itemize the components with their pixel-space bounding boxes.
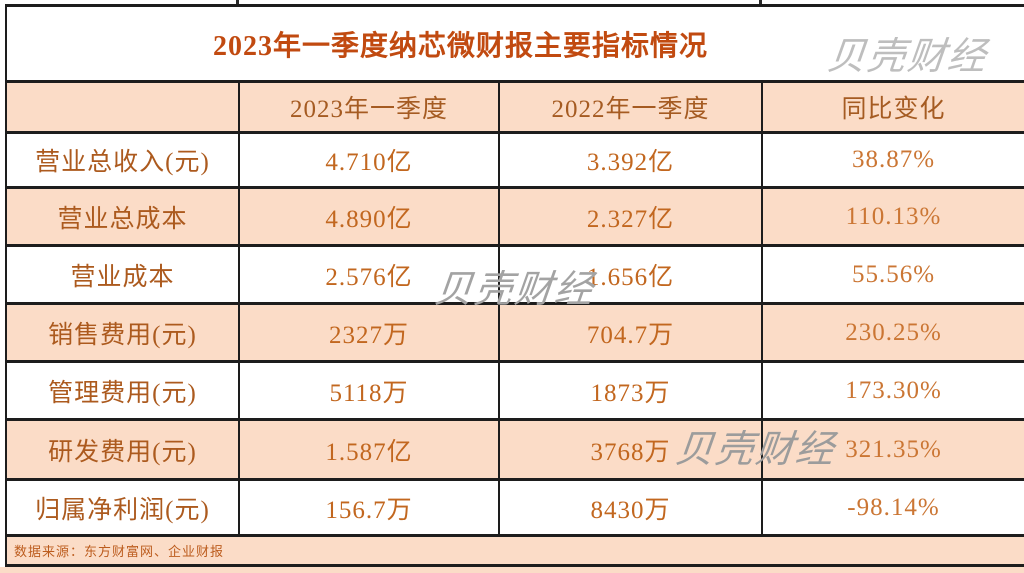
table-row: 管理费用(元) 5118万 1873万 173.30% <box>7 363 1024 421</box>
value-2022: 704.7万 <box>500 305 763 360</box>
table-row: 销售费用(元) 2327万 704.7万 230.25% <box>7 305 1024 363</box>
column-border-tick <box>236 0 239 5</box>
table-row: 营业总成本 4.890亿 2.327亿 110.13% <box>7 189 1024 247</box>
yoy-value: 38.87% <box>851 146 936 173</box>
value-2022: 3.392亿 <box>500 134 763 186</box>
table-row: 营业总收入(元) 4.710亿 3.392亿 38.87% <box>7 134 1024 189</box>
value-2022: 2.327亿 <box>500 189 763 244</box>
row-label: 销售费用(元) <box>7 305 240 360</box>
yoy-value: 110.13% <box>845 202 942 230</box>
value-2023: 4.890亿 <box>240 189 500 244</box>
value-2022: 1.656亿 <box>500 247 763 302</box>
header-cell-blank <box>7 83 240 131</box>
value-2023: 1.587亿 <box>240 421 500 478</box>
cropped-next-row-strip <box>0 567 1024 573</box>
row-label: 归属净利润(元) <box>7 481 240 534</box>
data-source-note: 数据来源：东方财富网、企业财报 <box>14 544 225 559</box>
source-note-row: 数据来源：东方财富网、企业财报 <box>7 537 1024 564</box>
header-cell-yoy: 同比变化 <box>841 96 946 123</box>
value-2023: 156.7万 <box>240 481 500 534</box>
value-2023: 5118万 <box>240 363 500 418</box>
row-label: 营业成本 <box>7 247 240 302</box>
yoy-value: 173.30% <box>845 376 942 404</box>
yoy-value: 55.56% <box>851 260 936 288</box>
value-2022: 8430万 <box>500 481 763 534</box>
yoy-value: 321.35% <box>845 435 942 463</box>
table-row: 归属净利润(元) 156.7万 8430万 -98.14% <box>7 481 1024 537</box>
yoy-value: 230.25% <box>845 318 942 346</box>
value-2023: 2.576亿 <box>240 247 500 302</box>
value-2023: 4.710亿 <box>240 134 500 186</box>
yoy-value: -98.14% <box>847 493 940 521</box>
row-label: 营业总收入(元) <box>7 134 240 186</box>
data-table: 2023年一季度纳芯微财报主要指标情况 2023年一季度 2022年一季度 同比… <box>5 4 1024 567</box>
table-row: 研发费用(元) 1.587亿 3768万 321.35% <box>7 421 1024 481</box>
value-2023: 2327万 <box>240 305 500 360</box>
row-label: 营业总成本 <box>7 189 240 244</box>
header-cell-2023q1: 2023年一季度 <box>240 83 500 131</box>
column-border-tick <box>759 0 762 5</box>
row-label: 管理费用(元) <box>7 363 240 418</box>
title-row: 2023年一季度纳芯微财报主要指标情况 <box>7 7 1024 83</box>
row-label: 研发费用(元) <box>7 421 240 478</box>
value-2022: 3768万 <box>500 421 763 478</box>
table-row: 营业成本 2.576亿 1.656亿 55.56% <box>7 247 1024 305</box>
table-header-row: 2023年一季度 2022年一季度 同比变化 <box>7 83 1024 134</box>
value-2022: 1873万 <box>500 363 763 418</box>
header-cell-2022q1: 2022年一季度 <box>500 83 763 131</box>
page-title: 2023年一季度纳芯微财报主要指标情况 <box>212 30 708 62</box>
